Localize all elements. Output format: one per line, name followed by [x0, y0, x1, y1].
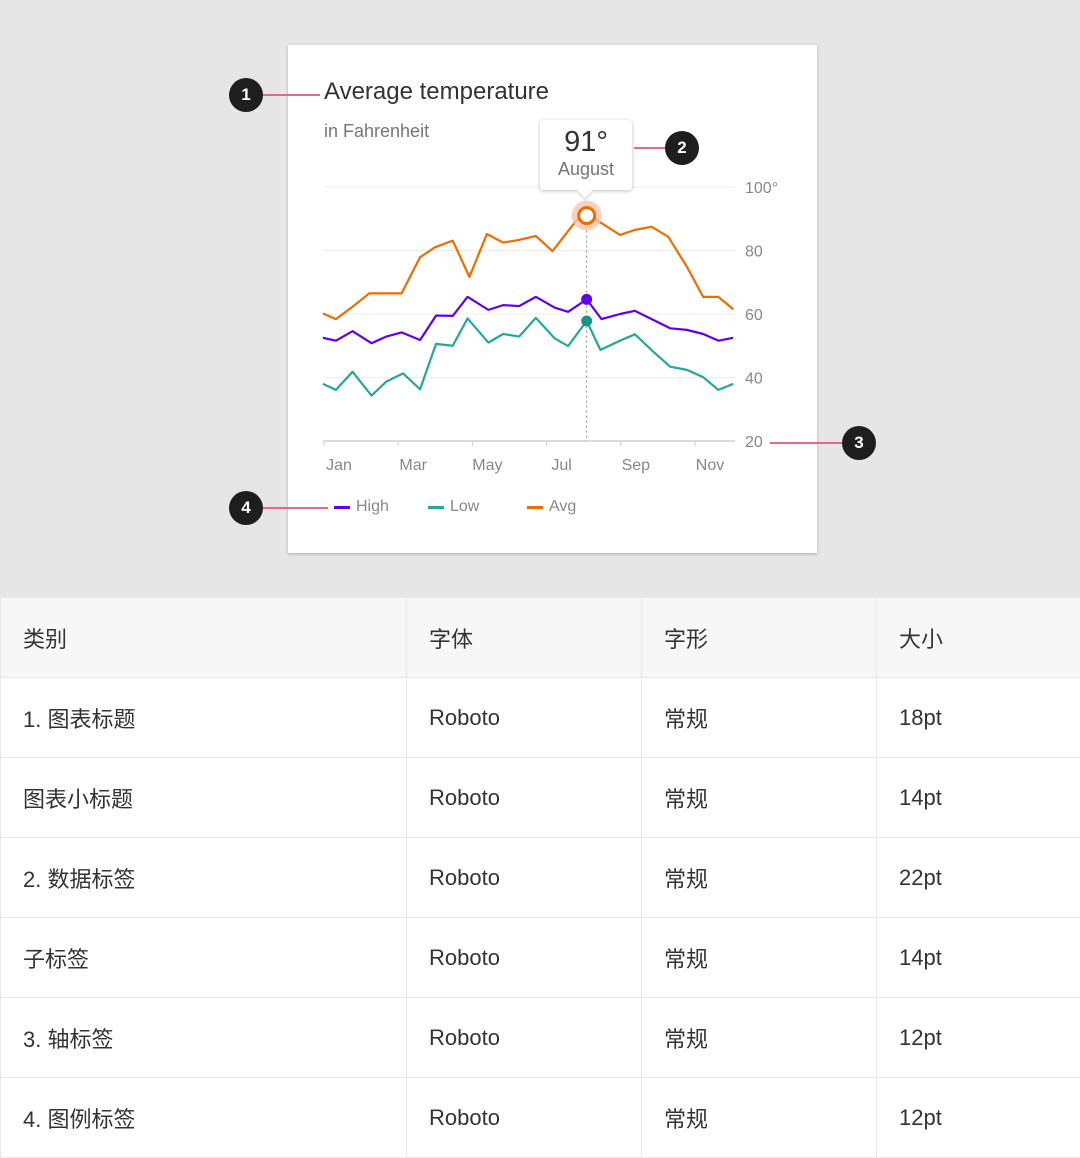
callout-badge-3: 3 — [842, 426, 876, 460]
legend-label: Low — [450, 498, 479, 516]
highlight-point-avg — [579, 208, 595, 224]
table-cell: 2. 数据标签 — [1, 838, 407, 918]
y-tick-label: 100° — [745, 180, 778, 197]
legend-label: Avg — [549, 498, 576, 516]
legend-swatch-high — [334, 506, 350, 509]
table-cell: 图表小标题 — [1, 758, 407, 838]
table-cell: Roboto — [407, 758, 642, 838]
table-cell: 1. 图表标题 — [1, 678, 407, 758]
y-tick-label: 40 — [745, 371, 763, 388]
series-line-avg — [323, 216, 733, 320]
callout-line-1 — [262, 94, 320, 96]
table-cell: 14pt — [877, 918, 1080, 998]
x-tick-label: Sep — [622, 457, 651, 474]
table-cell: 常规 — [642, 678, 877, 758]
table-cell: Roboto — [407, 998, 642, 1078]
x-tick-label: Mar — [399, 457, 427, 474]
table-cell: Roboto — [407, 1078, 642, 1158]
table-cell: Roboto — [407, 918, 642, 998]
legend-swatch-low — [428, 506, 444, 509]
table-cell: 22pt — [877, 838, 1080, 918]
legend-swatch-avg — [527, 506, 543, 509]
x-tick-label: Nov — [696, 457, 724, 474]
callout-badge-4: 4 — [229, 491, 263, 525]
callout-line-3 — [770, 442, 846, 444]
chart-title: Average temperature — [324, 78, 549, 106]
table-cell: 14pt — [877, 758, 1080, 838]
series-line-high — [323, 297, 733, 343]
tooltip-value: 91° — [540, 126, 632, 158]
highlight-point-low — [581, 315, 592, 326]
tooltip-month: August — [540, 158, 632, 180]
table-cell: 子标签 — [1, 918, 407, 998]
y-tick-label: 20 — [745, 434, 763, 451]
table-cell: 常规 — [642, 758, 877, 838]
table-cell: 18pt — [877, 678, 1080, 758]
table-cell: Roboto — [407, 838, 642, 918]
header-size: 大小 — [877, 598, 1080, 678]
table-header-row: 类别 字体 字形 大小 — [1, 598, 1080, 678]
legend-label: High — [356, 498, 389, 516]
header-font: 字体 — [407, 598, 642, 678]
callout-badge-2: 2 — [665, 131, 699, 165]
table-cell: 3. 轴标签 — [1, 998, 407, 1078]
legend-item-high: High — [334, 498, 389, 516]
y-tick-label: 80 — [745, 244, 763, 261]
chart-illustration: 100° 80 60 40 20 Jan Mar May Jul Sep Nov Average t… — [0, 0, 1080, 597]
legend-item-avg: Avg — [527, 498, 576, 516]
table-cell: 常规 — [642, 838, 877, 918]
x-tick-label: Jul — [551, 457, 571, 474]
data-tooltip: 91° August — [540, 120, 632, 190]
header-style: 字形 — [642, 598, 877, 678]
header-category: 类别 — [1, 598, 407, 678]
table-cell: 常规 — [642, 1078, 877, 1158]
callout-badge-1: 1 — [229, 78, 263, 112]
y-tick-label: 60 — [745, 307, 763, 324]
legend-item-low: Low — [428, 498, 479, 516]
table-cell: 12pt — [877, 998, 1080, 1078]
x-tick-label: Jan — [326, 457, 352, 474]
x-tick-label: May — [472, 457, 502, 474]
chart-subtitle: in Fahrenheit — [324, 121, 429, 142]
table-cell: 常规 — [642, 998, 877, 1078]
table-cell: Roboto — [407, 678, 642, 758]
callout-line-4 — [262, 507, 328, 509]
table-cell: 4. 图例标签 — [1, 1078, 407, 1158]
table-cell: 常规 — [642, 918, 877, 998]
table-cell: 12pt — [877, 1078, 1080, 1158]
highlight-point-high — [581, 294, 592, 305]
